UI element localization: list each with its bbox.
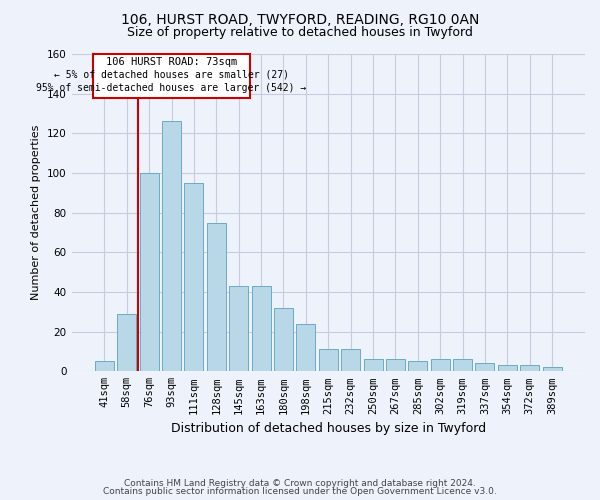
Bar — [184, 183, 203, 372]
Bar — [520, 366, 539, 372]
Text: Contains public sector information licensed under the Open Government Licence v3: Contains public sector information licen… — [103, 487, 497, 496]
Bar — [229, 286, 248, 372]
Bar — [140, 173, 158, 372]
Bar — [251, 286, 271, 372]
Bar — [319, 350, 338, 372]
Bar — [431, 360, 450, 372]
Bar — [296, 324, 316, 372]
Bar — [117, 314, 136, 372]
Text: Contains HM Land Registry data © Crown copyright and database right 2024.: Contains HM Land Registry data © Crown c… — [124, 478, 476, 488]
Bar — [475, 364, 494, 372]
Bar — [95, 362, 114, 372]
Text: ← 5% of detached houses are smaller (27): ← 5% of detached houses are smaller (27) — [54, 70, 289, 80]
Bar — [341, 350, 360, 372]
Bar — [207, 222, 226, 372]
Bar — [542, 368, 562, 372]
Bar — [386, 360, 405, 372]
Bar — [409, 362, 427, 372]
Y-axis label: Number of detached properties: Number of detached properties — [31, 125, 41, 300]
Bar — [162, 122, 181, 372]
Bar — [364, 360, 383, 372]
Text: 95% of semi-detached houses are larger (542) →: 95% of semi-detached houses are larger (… — [37, 83, 307, 93]
Bar — [93, 54, 250, 98]
Text: Size of property relative to detached houses in Twyford: Size of property relative to detached ho… — [127, 26, 473, 39]
X-axis label: Distribution of detached houses by size in Twyford: Distribution of detached houses by size … — [171, 422, 486, 435]
Bar — [498, 366, 517, 372]
Bar — [274, 308, 293, 372]
Text: 106 HURST ROAD: 73sqm: 106 HURST ROAD: 73sqm — [106, 57, 237, 67]
Text: 106, HURST ROAD, TWYFORD, READING, RG10 0AN: 106, HURST ROAD, TWYFORD, READING, RG10 … — [121, 12, 479, 26]
Bar — [453, 360, 472, 372]
